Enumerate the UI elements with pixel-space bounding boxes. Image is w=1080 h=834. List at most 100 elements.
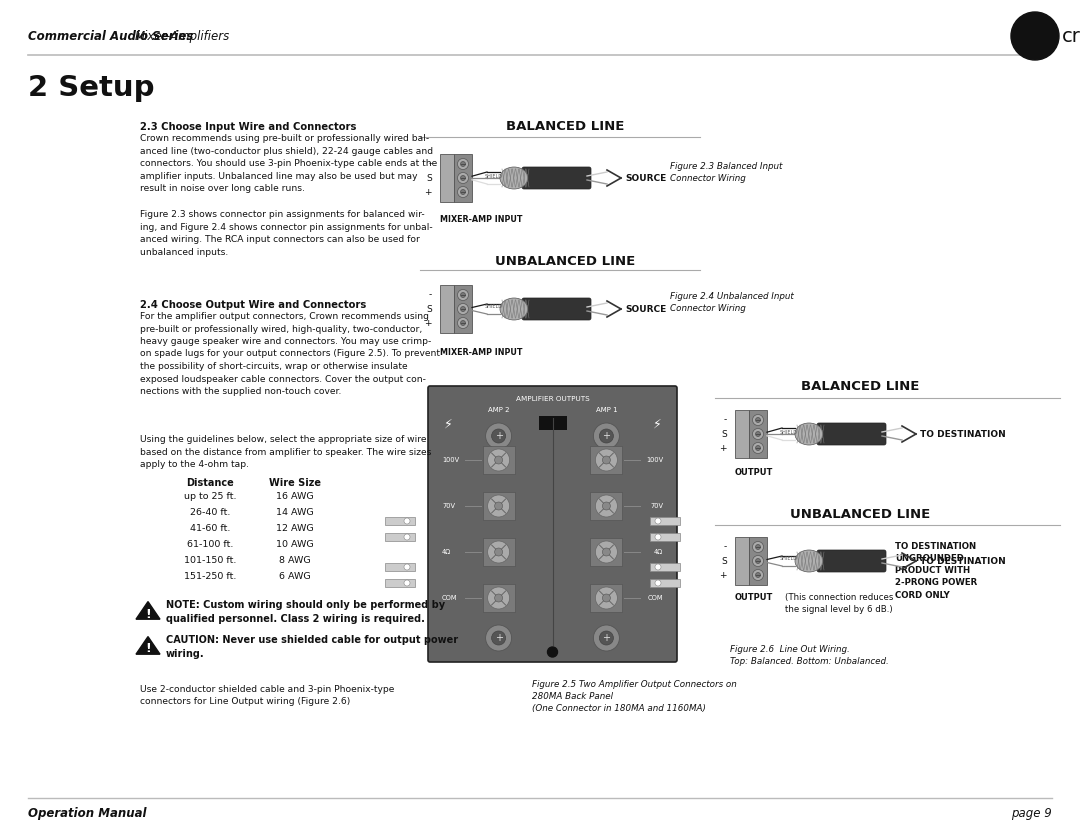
Ellipse shape: [795, 550, 823, 572]
Circle shape: [753, 541, 764, 552]
Text: TO DESTINATION: TO DESTINATION: [920, 430, 1005, 439]
Circle shape: [753, 414, 764, 425]
Polygon shape: [384, 517, 415, 525]
Text: +: +: [719, 444, 727, 453]
Text: 100V: 100V: [646, 457, 663, 463]
Text: +: +: [424, 188, 432, 197]
FancyBboxPatch shape: [591, 584, 622, 612]
FancyBboxPatch shape: [483, 492, 514, 520]
Text: SHIELD: SHIELD: [485, 304, 503, 309]
FancyBboxPatch shape: [440, 285, 454, 333]
Circle shape: [460, 162, 465, 167]
Text: Crown recommends using pre-built or professionally wired bal-
anced line (two-co: Crown recommends using pre-built or prof…: [140, 134, 437, 193]
Polygon shape: [1030, 31, 1040, 40]
Polygon shape: [650, 517, 680, 525]
Text: COM: COM: [648, 595, 663, 601]
Text: 70V: 70V: [442, 503, 455, 509]
FancyBboxPatch shape: [454, 154, 472, 202]
FancyBboxPatch shape: [591, 492, 622, 520]
Text: 16 AWG: 16 AWG: [276, 492, 314, 501]
Text: BALANCED LINE: BALANCED LINE: [505, 120, 624, 133]
Text: -: -: [429, 290, 432, 299]
Ellipse shape: [500, 167, 528, 189]
Circle shape: [487, 587, 510, 609]
Text: -: -: [724, 542, 727, 551]
Text: Using the guidelines below, select the appropriate size of wire
based on the dis: Using the guidelines below, select the a…: [140, 435, 431, 469]
Text: -: -: [724, 415, 727, 425]
Circle shape: [486, 625, 512, 651]
Text: Figure 2.6  Line Out Wiring.
Top: Balanced. Bottom: Unbalanced.: Figure 2.6 Line Out Wiring. Top: Balance…: [730, 645, 889, 666]
Circle shape: [654, 518, 661, 524]
Circle shape: [753, 570, 764, 580]
Circle shape: [491, 631, 505, 645]
Text: OUTPUT: OUTPUT: [735, 468, 773, 477]
Text: crown: crown: [1062, 27, 1080, 46]
Circle shape: [458, 318, 469, 329]
Text: +: +: [495, 431, 502, 441]
Circle shape: [654, 534, 661, 540]
Text: Figure 2.5 Two Amplifier Output Connectors on
280MA Back Panel
(One Connector in: Figure 2.5 Two Amplifier Output Connecto…: [532, 680, 738, 712]
Text: S: S: [721, 430, 727, 439]
Circle shape: [404, 518, 410, 524]
Text: -: -: [429, 159, 432, 168]
FancyBboxPatch shape: [428, 386, 677, 662]
Text: 6 AWG: 6 AWG: [280, 572, 311, 581]
Text: 70V: 70V: [650, 503, 663, 509]
Circle shape: [603, 502, 610, 510]
Circle shape: [599, 631, 613, 645]
Text: COM: COM: [442, 595, 458, 601]
Text: 14 AWG: 14 AWG: [276, 508, 314, 517]
Circle shape: [595, 541, 618, 563]
Text: SOURCE: SOURCE: [625, 173, 666, 183]
FancyBboxPatch shape: [591, 446, 622, 474]
FancyBboxPatch shape: [750, 410, 767, 458]
Circle shape: [460, 307, 465, 312]
FancyBboxPatch shape: [816, 550, 886, 572]
Text: 10 AWG: 10 AWG: [276, 540, 314, 549]
Circle shape: [753, 429, 764, 440]
Text: SHIELD: SHIELD: [780, 430, 798, 435]
Circle shape: [1021, 22, 1049, 50]
Circle shape: [491, 429, 505, 443]
Ellipse shape: [500, 298, 528, 320]
FancyBboxPatch shape: [522, 167, 591, 189]
Text: page 9: page 9: [1011, 807, 1052, 821]
Text: Mixer-Amplifiers: Mixer-Amplifiers: [135, 29, 230, 43]
Circle shape: [495, 456, 502, 464]
Text: 8 AWG: 8 AWG: [280, 556, 311, 565]
Text: OUTPUT: OUTPUT: [735, 593, 773, 602]
Polygon shape: [136, 636, 160, 654]
Text: Distance: Distance: [186, 478, 234, 488]
Text: ⚡: ⚡: [652, 418, 661, 430]
Circle shape: [599, 429, 613, 443]
Circle shape: [756, 445, 760, 450]
Text: UNBALANCED LINE: UNBALANCED LINE: [495, 255, 635, 268]
Circle shape: [487, 449, 510, 471]
FancyBboxPatch shape: [483, 538, 514, 566]
Circle shape: [548, 647, 557, 657]
Circle shape: [603, 456, 610, 464]
Text: 101-150 ft.: 101-150 ft.: [184, 556, 237, 565]
Polygon shape: [650, 533, 680, 541]
FancyBboxPatch shape: [816, 423, 886, 445]
FancyBboxPatch shape: [440, 154, 454, 202]
Text: CAUTION: Never use shielded cable for output power
wiring.: CAUTION: Never use shielded cable for ou…: [166, 635, 458, 659]
Text: SHIELD: SHIELD: [780, 556, 798, 561]
Text: 4Ω: 4Ω: [442, 549, 451, 555]
Circle shape: [486, 423, 512, 449]
Circle shape: [654, 564, 661, 570]
Text: 2.4 Choose Output Wire and Connectors: 2.4 Choose Output Wire and Connectors: [140, 300, 366, 310]
Polygon shape: [384, 579, 415, 587]
Circle shape: [756, 572, 760, 577]
Text: +: +: [424, 319, 432, 328]
Polygon shape: [650, 579, 680, 587]
Text: S: S: [427, 304, 432, 314]
Text: 61-100 ft.: 61-100 ft.: [187, 540, 233, 549]
Text: AMPLIFIER OUTPUTS: AMPLIFIER OUTPUTS: [515, 396, 590, 402]
Circle shape: [458, 173, 469, 183]
Circle shape: [458, 289, 469, 300]
Text: Figure 2.4 Unbalanced Input
Connector Wiring: Figure 2.4 Unbalanced Input Connector Wi…: [670, 292, 794, 313]
Text: NOTE: Custom wiring should only be performed by
qualified personnel. Class 2 wir: NOTE: Custom wiring should only be perfo…: [166, 600, 445, 624]
Text: SOURCE: SOURCE: [625, 304, 666, 314]
Circle shape: [753, 555, 764, 566]
